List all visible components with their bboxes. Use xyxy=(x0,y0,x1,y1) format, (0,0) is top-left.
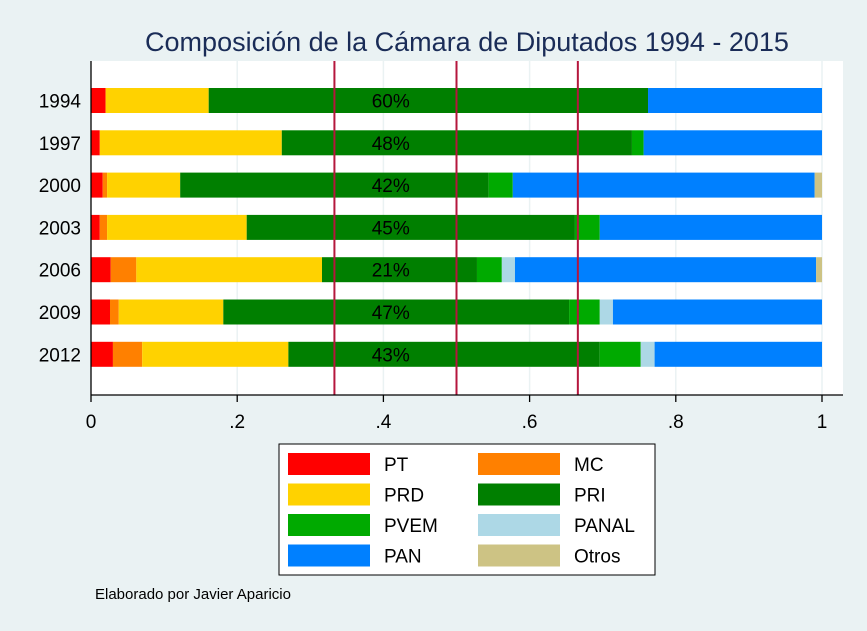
bar-segment-panal-2009 xyxy=(599,299,613,325)
bar-segment-otros-2006 xyxy=(816,257,822,283)
y-tick-label: 2006 xyxy=(39,261,81,282)
bar-segment-mc-2009 xyxy=(110,299,119,325)
bar-segment-pan-1994 xyxy=(648,88,822,113)
bar-segment-mc-2006 xyxy=(110,257,137,283)
pct-label: 60% xyxy=(372,92,410,113)
bar-segment-pan-1997 xyxy=(643,130,822,156)
y-tick-label: 1997 xyxy=(39,134,81,155)
x-tick-label: .4 xyxy=(375,412,391,433)
bar-segment-pt-2012 xyxy=(91,341,113,367)
bar-segment-pt-1997 xyxy=(91,130,100,156)
bar-segment-pt-2000 xyxy=(91,172,103,198)
bar-segment-pan-2000 xyxy=(512,172,815,198)
bar-segment-mc-2000 xyxy=(102,172,108,198)
bar-segment-pvem-1997 xyxy=(631,130,644,156)
bar-segment-pri-2003 xyxy=(246,214,575,240)
bar-segment-pan-2009 xyxy=(612,299,822,325)
y-tick-label: 1994 xyxy=(39,92,82,113)
bar-segment-prd-2000 xyxy=(107,172,181,198)
chart-title: Composición de la Cámara de Diputados 19… xyxy=(145,27,789,57)
legend-swatch-pri xyxy=(478,483,560,506)
legend-swatch-otros xyxy=(478,544,560,567)
bar-segment-panal-2012 xyxy=(640,341,655,367)
legend-swatch-panal xyxy=(478,514,560,536)
x-tick-label: .6 xyxy=(522,412,538,433)
legend-label-pvem: PVEM xyxy=(384,516,438,537)
bar-segment-panal-2006 xyxy=(501,257,515,283)
bar-segment-pt-2006 xyxy=(91,257,111,283)
legend-swatch-mc xyxy=(478,453,560,475)
bar-segment-otros-2000 xyxy=(814,172,822,198)
bar-segment-pvem-2009 xyxy=(569,299,600,325)
footer-note: Elaborado por Javier Aparicio xyxy=(95,586,291,603)
x-tick-label: .2 xyxy=(229,412,245,433)
y-axis-ticks: 1994 1997 2000 2003 2006 2009 2012 xyxy=(39,92,82,367)
legend-label-mc: MC xyxy=(574,455,604,476)
y-tick-label: 2000 xyxy=(39,176,81,197)
pct-label: 21% xyxy=(372,261,410,282)
bar-segment-prd-2009 xyxy=(118,299,224,325)
pct-label: 47% xyxy=(372,303,410,324)
legend-label-pri: PRI xyxy=(574,486,606,507)
bar-segment-pri-2009 xyxy=(223,299,570,325)
bar-segment-prd-1997 xyxy=(99,130,282,156)
y-tick-label: 2012 xyxy=(39,345,81,366)
bar-segment-mc-2012 xyxy=(112,341,143,367)
x-tick-label: 0 xyxy=(86,412,97,433)
bar-segment-pan-2012 xyxy=(654,341,822,367)
pct-label: 43% xyxy=(372,345,410,366)
bar-segment-pt-2003 xyxy=(91,214,100,240)
bar-segment-pvem-2003 xyxy=(574,214,600,240)
bar-segment-prd-2003 xyxy=(107,214,247,240)
bar-segment-prd-1994 xyxy=(105,88,209,113)
reference-lines xyxy=(333,61,579,395)
legend-swatch-pt xyxy=(288,453,370,475)
legend-swatch-prd xyxy=(288,483,370,506)
legend-label-otros: Otros xyxy=(574,547,620,568)
bar-segment-pvem-2006 xyxy=(476,257,502,283)
bar-segment-pri-2012 xyxy=(288,341,600,367)
y-tick-label: 2003 xyxy=(39,218,81,239)
bar-segment-pt-2009 xyxy=(91,299,111,325)
bar-segment-prd-2006 xyxy=(136,257,322,283)
pct-labels: 60% 48% 42% 45% 21% 47% 43% xyxy=(372,92,410,367)
pct-label: 42% xyxy=(372,176,410,197)
x-tick-label: 1 xyxy=(817,412,828,433)
bars xyxy=(91,88,822,367)
bar-segment-pt-1994 xyxy=(91,88,106,113)
y-tick-label: 2009 xyxy=(39,303,81,324)
x-axis-ticks: 0 .2 .4 .6 .8 1 xyxy=(86,395,828,433)
bar-segment-prd-2012 xyxy=(142,341,289,367)
legend: PT MC PRD PRI PVEM PANAL PAN Otros xyxy=(278,443,656,576)
legend-label-prd: PRD xyxy=(384,486,424,507)
pct-label: 45% xyxy=(372,218,410,239)
pct-label: 48% xyxy=(372,134,410,155)
bar-segment-pan-2006 xyxy=(514,257,817,283)
x-tick-label: .8 xyxy=(668,412,684,433)
bar-segment-pan-2003 xyxy=(599,214,822,240)
legend-swatch-pvem xyxy=(288,514,370,536)
bar-segment-pvem-2000 xyxy=(488,172,513,198)
legend-label-pan: PAN xyxy=(384,547,422,568)
bar-segment-mc-2003 xyxy=(99,214,108,240)
bar-segment-pri-1994 xyxy=(208,88,649,113)
legend-swatch-pan xyxy=(288,544,370,567)
bar-segment-pri-2006 xyxy=(321,257,477,283)
bar-segment-pvem-2012 xyxy=(599,341,641,367)
legend-label-panal: PANAL xyxy=(574,516,635,537)
legend-label-pt: PT xyxy=(384,455,409,476)
